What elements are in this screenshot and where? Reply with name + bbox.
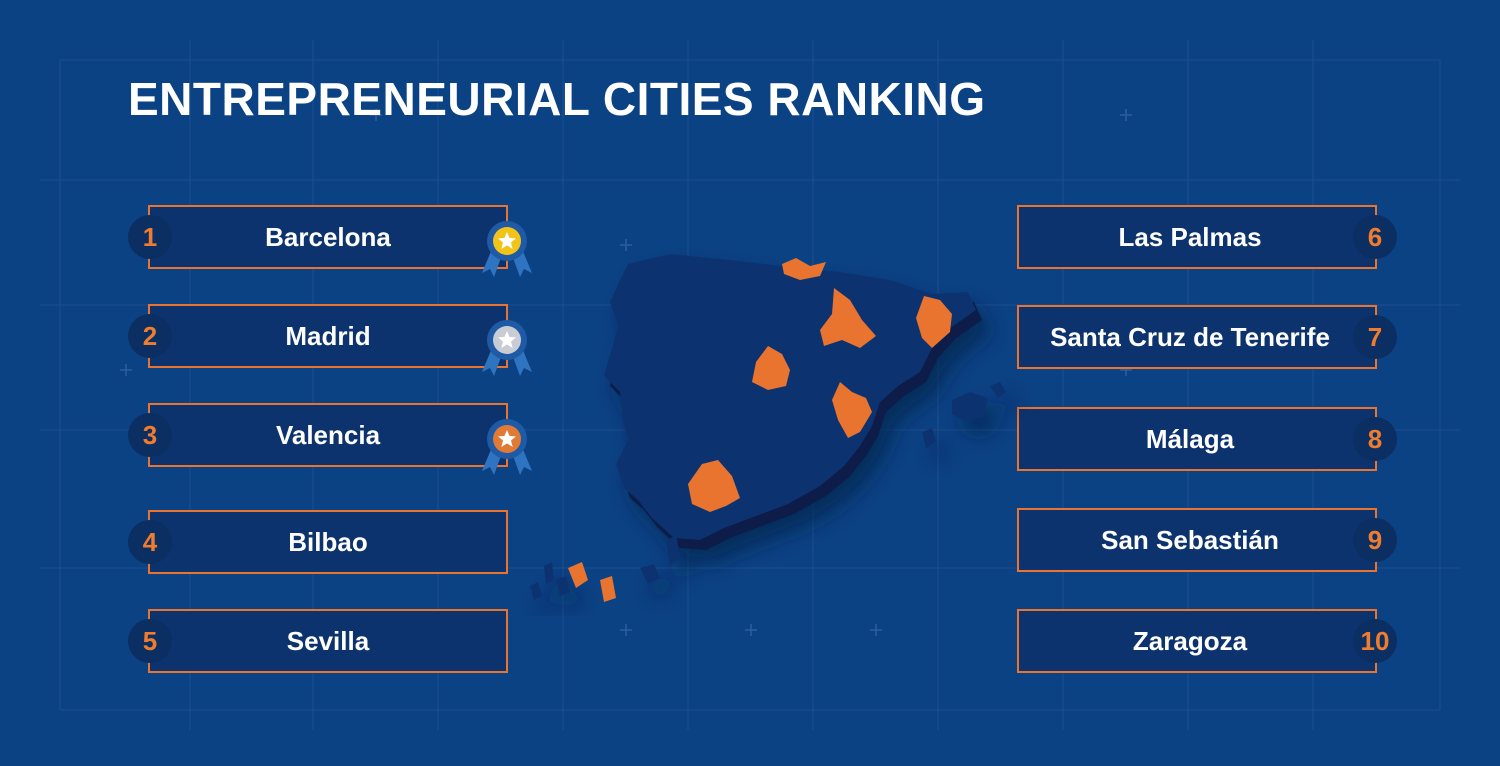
city-label: Santa Cruz de Tenerife bbox=[1050, 321, 1330, 352]
ranking-item-2: Madrid 2 bbox=[128, 304, 532, 376]
rank-number: 7 bbox=[1353, 315, 1397, 359]
silver-medal-icon bbox=[482, 320, 532, 376]
city-label: San Sebastián bbox=[1101, 524, 1279, 555]
rank-number: 10 bbox=[1353, 619, 1397, 663]
spain-map-icon bbox=[530, 254, 1006, 602]
ranking-item-1: Barcelona 1 bbox=[128, 205, 532, 277]
rank-number: 4 bbox=[128, 520, 172, 564]
rank-number: 1 bbox=[128, 215, 172, 259]
ranking-item-10: Zaragoza 10 bbox=[1017, 609, 1397, 673]
ranking-item-7: Santa Cruz de Tenerife 7 bbox=[1017, 305, 1397, 369]
city-label: Sevilla bbox=[286, 625, 370, 656]
page-title: ENTREPRENEURIAL CITIES RANKING bbox=[128, 73, 986, 125]
ranking-item-6: Las Palmas 6 bbox=[1017, 205, 1397, 269]
city-label: Barcelona bbox=[265, 221, 391, 252]
rank-number: 5 bbox=[128, 619, 172, 663]
bronze-medal-icon bbox=[482, 419, 532, 475]
gold-medal-icon bbox=[482, 221, 532, 277]
city-label: Madrid bbox=[285, 320, 371, 351]
rank-number: 2 bbox=[128, 314, 172, 358]
rank-number: 8 bbox=[1353, 417, 1397, 461]
ranking-item-3: Valencia 3 bbox=[128, 403, 532, 475]
ranking-item-5: Sevilla 5 bbox=[128, 609, 508, 673]
rank-number: 3 bbox=[128, 413, 172, 457]
city-label: Zaragoza bbox=[1132, 625, 1248, 656]
rank-number: 9 bbox=[1353, 518, 1397, 562]
rank-number: 6 bbox=[1353, 215, 1397, 259]
city-label: Málaga bbox=[1145, 423, 1235, 454]
city-label: Bilbao bbox=[288, 526, 368, 557]
city-label: Las Palmas bbox=[1118, 221, 1262, 252]
ranking-item-4: Bilbao 4 bbox=[128, 510, 508, 574]
city-label: Valencia bbox=[275, 419, 381, 450]
ranking-item-8: Málaga 8 bbox=[1017, 407, 1397, 471]
ranking-item-9: San Sebastián 9 bbox=[1017, 508, 1397, 572]
